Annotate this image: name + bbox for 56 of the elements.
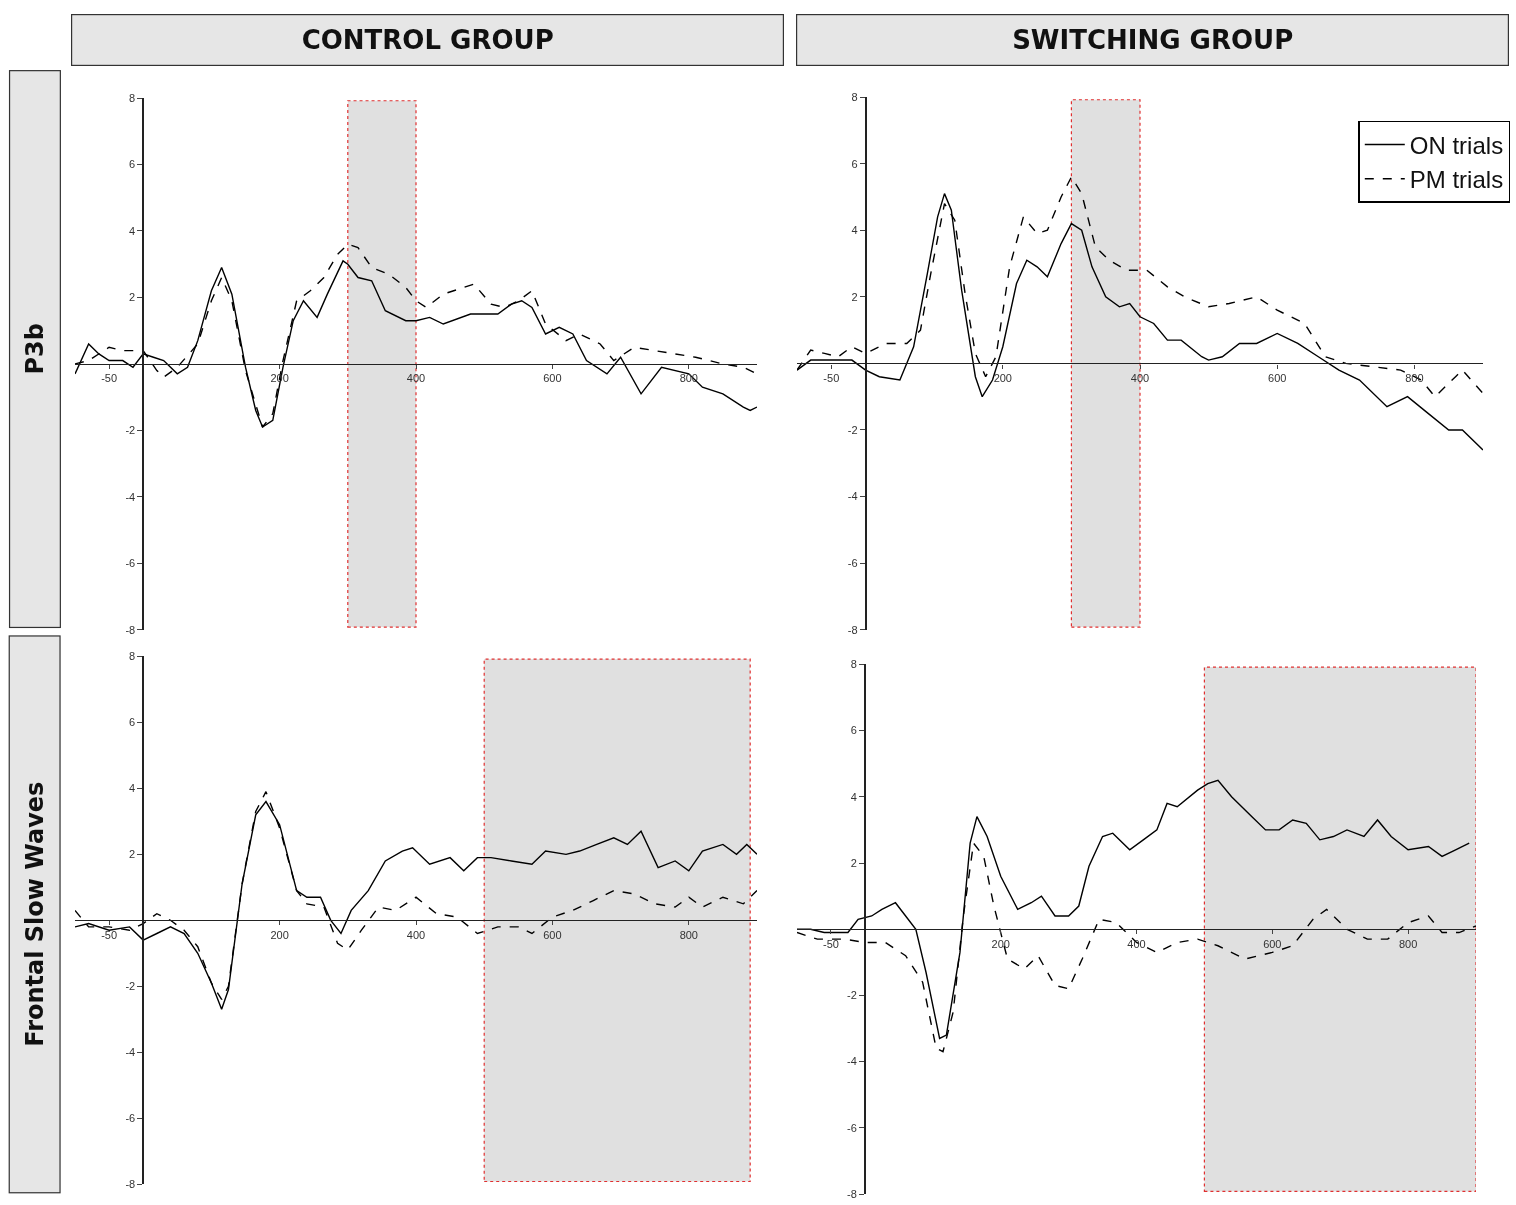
y-tick-label: -8 — [125, 623, 136, 636]
x-tick-label: -50 — [823, 937, 839, 950]
y-tick-label: 6 — [850, 724, 857, 737]
x-tick-label: 600 — [543, 372, 562, 385]
x-tick-label: 400 — [406, 372, 426, 385]
y-tick-label: 8 — [129, 91, 136, 104]
x-tick-label: -50 — [101, 928, 118, 941]
y-axis-title: P3b — [21, 323, 50, 375]
x-tick-label: 400 — [406, 928, 426, 941]
y-tick-label: 4 — [129, 782, 136, 795]
y-tick-label: 2 — [851, 290, 858, 303]
y-tick-label: -6 — [847, 556, 858, 569]
x-tick-label: -50 — [823, 371, 840, 384]
y-tick-label: -4 — [125, 490, 136, 503]
x-tick-label: 800 — [679, 928, 698, 941]
y-tick-label: 6 — [851, 157, 858, 170]
y-tick-label: 4 — [129, 224, 136, 237]
y-tick-label: 4 — [851, 224, 858, 237]
y-tick-label: -6 — [847, 1121, 857, 1134]
y-tick-label: -2 — [125, 424, 136, 437]
legend-label: PM trials — [1409, 166, 1504, 194]
y-tick-label: 2 — [129, 291, 136, 304]
x-tick-label: 400 — [1127, 937, 1146, 950]
y-tick-label: -2 — [125, 980, 136, 993]
x-tick-label: -50 — [101, 372, 118, 385]
y-tick-label: 8 — [850, 658, 857, 671]
y-tick-label: -8 — [847, 1187, 857, 1200]
y-tick-label: -2 — [847, 989, 857, 1002]
y-tick-label: -2 — [847, 423, 858, 436]
chart-title: SWITCHING GROUP — [1012, 25, 1294, 56]
y-tick-label: -4 — [125, 1046, 136, 1059]
y-tick-label: 8 — [851, 90, 858, 103]
y-tick-label: 2 — [850, 856, 857, 869]
x-tick-label: 600 — [1263, 937, 1282, 950]
x-tick-label: 600 — [1268, 371, 1287, 384]
y-tick-label: -6 — [125, 557, 136, 570]
y-tick-label: 6 — [129, 158, 136, 171]
x-tick-label: 600 — [543, 928, 562, 941]
x-tick-label: 200 — [270, 928, 289, 941]
x-tick-label: 800 — [1405, 371, 1424, 384]
y-tick-label: -4 — [847, 1055, 857, 1068]
y-tick-label: 8 — [129, 650, 136, 663]
y-tick-label: 4 — [850, 790, 857, 803]
y-axis-title: Frontal Slow Waves — [20, 781, 49, 1047]
y-tick-label: -4 — [847, 490, 858, 503]
y-tick-label: -8 — [125, 1178, 136, 1190]
y-tick-label: 2 — [129, 848, 136, 861]
y-tick-label: 6 — [129, 716, 136, 729]
x-tick-label: 800 — [1398, 937, 1418, 950]
x-tick-label: 400 — [1130, 371, 1150, 384]
y-tick-label: -6 — [125, 1112, 136, 1125]
legend-label: ON trials — [1409, 131, 1504, 159]
x-tick-label: 200 — [993, 371, 1012, 384]
x-tick-label: 200 — [991, 937, 1010, 950]
y-tick-label: -8 — [847, 623, 858, 636]
chart-title: CONTROL GROUP — [301, 25, 554, 56]
